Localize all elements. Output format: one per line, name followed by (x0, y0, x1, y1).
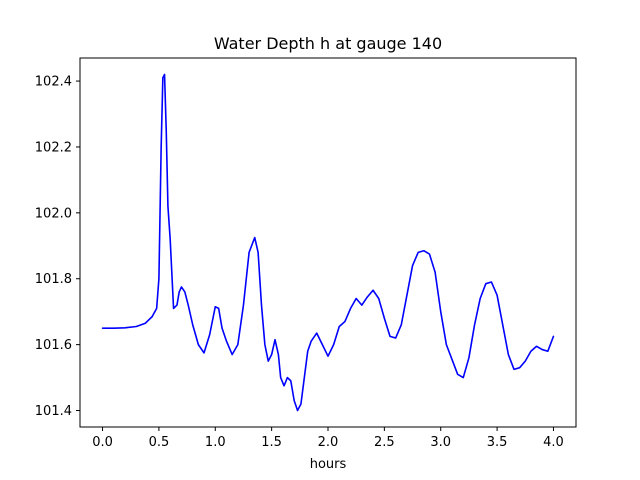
y-tick-label: 101.8 (35, 272, 72, 287)
x-tick-label: 4.0 (543, 435, 564, 450)
y-tick-label: 102.2 (35, 140, 72, 155)
x-tick-label: 1.0 (205, 435, 226, 450)
plot-area (79, 57, 577, 428)
y-tick-label: 102.4 (35, 75, 72, 90)
x-tick-label: 2.0 (318, 435, 339, 450)
series-line-0 (101, 73, 555, 412)
y-tick-label: 101.4 (35, 404, 72, 419)
chart-title: Water Depth h at gauge 140 (214, 34, 442, 53)
x-tick-label: 0.0 (92, 435, 113, 450)
y-tick-label: 101.6 (35, 338, 72, 353)
y-axis: 101.4 101.6 101.8 102.0 102.2 102.4 (35, 75, 80, 419)
x-tick-label: 1.5 (261, 435, 282, 450)
y-tick-label: 102.0 (35, 206, 72, 221)
x-tick-label: 0.5 (149, 435, 170, 450)
x-axis-label: hours (310, 457, 347, 472)
x-tick-label: 3.0 (430, 435, 451, 450)
x-axis: 0.0 0.5 1.0 1.5 2.0 2.5 3.0 3.5 4.0 (92, 427, 564, 450)
plot-frame (79, 57, 577, 428)
x-tick-label: 3.5 (487, 435, 508, 450)
x-tick-label: 2.5 (374, 435, 395, 450)
